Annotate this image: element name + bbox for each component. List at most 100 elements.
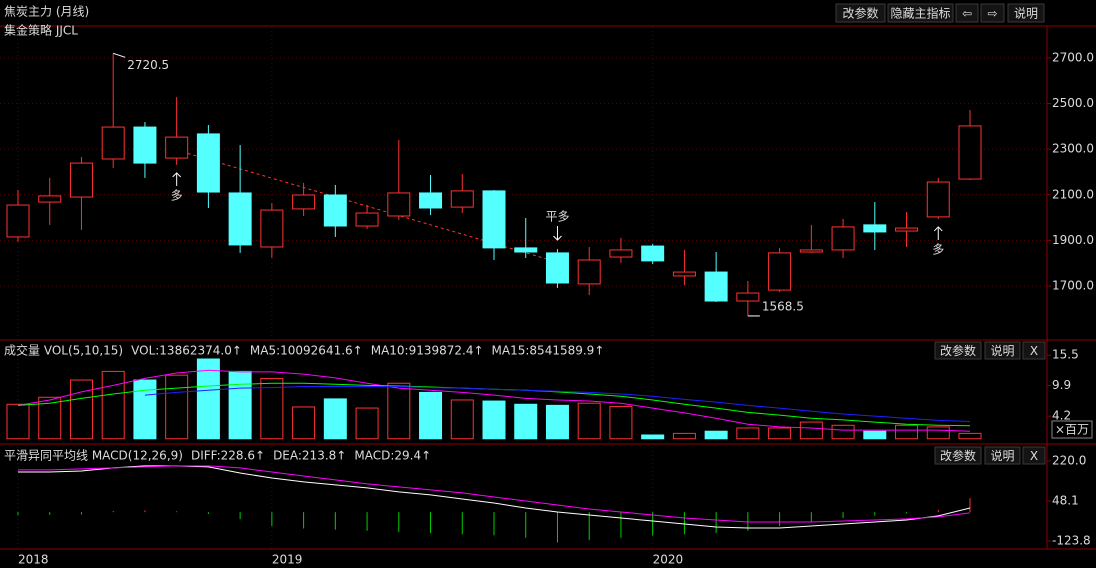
button-label[interactable]: 说明 bbox=[990, 343, 1014, 358]
volume-bar bbox=[482, 400, 506, 440]
candle-body bbox=[799, 249, 823, 253]
volume-bar bbox=[799, 421, 823, 440]
volume-bar bbox=[133, 379, 157, 440]
volume-bar bbox=[831, 424, 855, 440]
button-frame bbox=[955, 3, 979, 23]
indicator-title: 集金策略 JJCL bbox=[4, 23, 78, 38]
y-tick-label: 4.2 bbox=[1052, 409, 1071, 423]
candle-body bbox=[196, 133, 220, 193]
button-label[interactable]: 说明 bbox=[990, 448, 1014, 463]
button-label[interactable]: X bbox=[1030, 449, 1038, 463]
volume-bar bbox=[895, 424, 919, 440]
unit-label: ×百万 bbox=[1055, 423, 1089, 437]
candle-body bbox=[704, 271, 728, 302]
candle-body bbox=[450, 190, 474, 208]
candle-body bbox=[958, 125, 982, 180]
candle-body bbox=[387, 192, 411, 217]
volume-bar bbox=[196, 358, 220, 440]
candle-body bbox=[926, 181, 950, 218]
volume-bar bbox=[419, 391, 443, 440]
button[interactable]: 说明 bbox=[1007, 3, 1045, 23]
ma-line bbox=[17, 369, 971, 432]
y-tick-label: 1900.0 bbox=[1052, 233, 1094, 247]
button-frame bbox=[1022, 341, 1046, 360]
button-label[interactable]: 改参数 bbox=[940, 448, 976, 463]
volume-bar bbox=[609, 405, 633, 440]
high-label: 2720.5 bbox=[127, 58, 169, 72]
button-frame bbox=[887, 3, 954, 23]
volume-bar bbox=[514, 403, 538, 440]
x-tick-label: 2018 bbox=[18, 553, 49, 567]
button-label[interactable]: ⇦ bbox=[962, 7, 972, 21]
candle-body bbox=[577, 259, 601, 285]
x-tick-label: 2019 bbox=[272, 553, 303, 567]
volume-bar bbox=[863, 430, 887, 440]
volume-bar bbox=[101, 370, 125, 440]
volume-bar bbox=[704, 430, 728, 440]
y-tick-label: 2300.0 bbox=[1052, 142, 1094, 156]
button-label[interactable]: X bbox=[1030, 344, 1038, 358]
button[interactable]: 隐藏主指标 bbox=[887, 3, 954, 23]
signal-arrow-head bbox=[172, 172, 182, 178]
window-title: 焦炭主力 (月线) bbox=[4, 5, 89, 19]
button-label[interactable]: 隐藏主指标 bbox=[890, 6, 950, 21]
button[interactable]: 改参数 bbox=[934, 341, 982, 360]
candle-body bbox=[6, 204, 30, 238]
button-label[interactable]: 改参数 bbox=[940, 343, 976, 358]
candle-body bbox=[69, 162, 93, 198]
button[interactable]: X bbox=[1022, 446, 1046, 465]
button[interactable]: 说明 bbox=[984, 341, 1021, 360]
volume-bar bbox=[450, 399, 474, 440]
volume-bar bbox=[323, 398, 347, 440]
candle-body bbox=[641, 245, 665, 262]
y-tick-label: 220.0 bbox=[1052, 453, 1086, 467]
button-label[interactable]: 改参数 bbox=[842, 6, 878, 21]
low-label: 1568.5 bbox=[762, 299, 804, 313]
candle-body bbox=[863, 224, 887, 233]
volume-bar bbox=[260, 377, 284, 440]
legend-entry: MA15:8541589.9↑ bbox=[492, 344, 605, 358]
macd-line bbox=[18, 465, 971, 523]
y-tick-label: 9.9 bbox=[1052, 378, 1071, 392]
candle-body bbox=[355, 212, 379, 227]
ma-line bbox=[144, 386, 971, 422]
button-frame bbox=[1022, 446, 1046, 465]
volume-bar bbox=[545, 404, 569, 440]
y-tick-label: 2500.0 bbox=[1052, 96, 1094, 110]
volume-bar bbox=[672, 432, 696, 440]
volume-bar bbox=[69, 379, 93, 440]
y-tick-label: 48.1 bbox=[1052, 493, 1079, 507]
legend-entry: 成交量 VOL(5,10,15) bbox=[4, 343, 123, 358]
button[interactable]: X bbox=[1022, 341, 1046, 360]
volume-bar bbox=[387, 382, 411, 440]
signal-label: 多 bbox=[171, 188, 183, 202]
legend-entry: MA5:10092641.6↑ bbox=[250, 344, 363, 358]
button-frame bbox=[934, 446, 982, 465]
candle-body bbox=[419, 192, 443, 209]
legend-entry: VOL:13862374.0↑ bbox=[131, 344, 242, 358]
y-tick-label: 2100.0 bbox=[1052, 187, 1094, 201]
button[interactable]: ⇦ bbox=[955, 3, 979, 23]
button[interactable]: 改参数 bbox=[835, 3, 886, 23]
volume-bar bbox=[641, 434, 665, 440]
candle-body bbox=[292, 194, 316, 210]
y-tick-label: -123.8 bbox=[1052, 533, 1091, 547]
candle-body bbox=[260, 209, 284, 248]
candle-body bbox=[482, 190, 506, 249]
signal-label: 平多 bbox=[545, 210, 569, 224]
button[interactable]: 改参数 bbox=[934, 446, 982, 465]
volume-bar bbox=[355, 407, 379, 440]
button[interactable]: 说明 bbox=[984, 446, 1021, 465]
candle-body bbox=[101, 126, 125, 160]
volume-bar bbox=[577, 402, 601, 440]
volume-bar bbox=[165, 374, 189, 440]
candle-body bbox=[38, 195, 62, 203]
y-tick-label: 15.5 bbox=[1052, 348, 1079, 362]
unit-box bbox=[1051, 420, 1093, 439]
button[interactable]: ⇨ bbox=[980, 3, 1005, 23]
button-label[interactable]: 说明 bbox=[1014, 6, 1038, 21]
candle-body bbox=[672, 271, 696, 277]
button-frame bbox=[934, 341, 982, 360]
button-label[interactable]: ⇨ bbox=[987, 7, 997, 21]
